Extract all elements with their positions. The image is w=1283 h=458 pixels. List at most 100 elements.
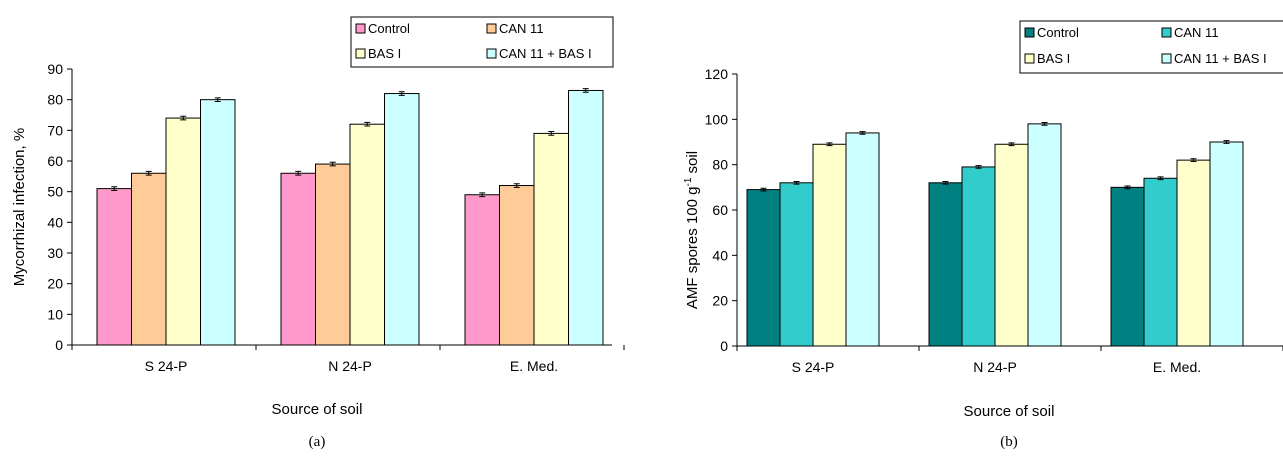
error-bar <box>826 142 833 147</box>
chart-a-x-ticks: S 24-P N 24-P E. Med. <box>71 345 625 374</box>
legend-label: CAN 11 + BAS I <box>1174 51 1267 66</box>
error-bar <box>145 170 152 176</box>
chart-a-caption: (a) <box>309 434 326 450</box>
chart-b-y-axis-label: AMF spores 100 g-1 soil <box>683 151 701 309</box>
error-bar <box>582 88 589 93</box>
bar-b-can-11-2 <box>961 166 996 347</box>
error-bar <box>760 187 767 192</box>
bar-a-can-11-bas-i-3 <box>568 89 604 346</box>
error-bar <box>1223 140 1230 144</box>
error-bar <box>364 121 371 127</box>
y-tick-label: 50 <box>47 184 63 200</box>
y-tick-label: 40 <box>47 214 63 230</box>
legend-swatch <box>486 23 497 34</box>
y-tick-label: 80 <box>712 157 728 173</box>
error-bar <box>942 180 949 185</box>
error-bar <box>398 91 405 96</box>
error-bar <box>1124 185 1131 190</box>
legend-swatch <box>1161 27 1172 38</box>
bar-a-bas-i-3 <box>533 132 569 346</box>
chart-b-legend: Control CAN 11 BAS I CAN 11 + BAS I <box>1019 20 1283 74</box>
error-bar <box>513 183 520 188</box>
legend-swatch <box>1161 53 1172 64</box>
chart-a-bars <box>96 89 604 346</box>
chart-b-y-axis-label-main: AMF spores 100 g <box>684 187 701 310</box>
chart-b-bars <box>746 123 1244 347</box>
legend-label: Control <box>368 21 410 36</box>
bar-b-bas-i-1 <box>812 143 847 347</box>
bar-a-can-11-1 <box>131 172 167 346</box>
legend-swatch <box>355 23 366 34</box>
chart-b-caption: (b) <box>1000 434 1018 450</box>
chart-b-y-axis-label-suffix: soil <box>684 151 701 178</box>
chart-b-y-ticks: 0 20 40 60 80 100 120 <box>705 66 737 354</box>
chart-a-y-ticks: 0 10 20 30 40 50 60 70 80 90 <box>47 61 72 353</box>
legend-label: BAS I <box>368 46 401 61</box>
y-tick-label: 60 <box>47 153 63 169</box>
y-tick-label: 20 <box>47 276 63 292</box>
error-bar <box>548 131 555 136</box>
bar-b-bas-i-3 <box>1176 159 1211 347</box>
bar-a-can-11-bas-i-2 <box>384 93 420 346</box>
chart-b: 0 20 40 60 80 100 120 S 24-P N 24-P E. Med. AMF … <box>683 20 1283 450</box>
y-tick-label: 90 <box>47 61 63 77</box>
chart-a-error-bars <box>111 88 589 198</box>
x-tick-label: N 24-P <box>973 359 1017 375</box>
error-bar <box>329 161 336 167</box>
chart-b-y-axis-label-sup: -1 <box>683 177 694 186</box>
chart-a-legend: Control CAN 11 BAS I CAN 11 + BAS I <box>350 16 614 68</box>
chart-b-x-axis-label: Source of soil <box>964 403 1055 420</box>
legend-swatch <box>355 48 366 59</box>
error-bar <box>214 97 221 103</box>
bar-b-bas-i-2 <box>994 143 1029 347</box>
bar-a-bas-i-2 <box>349 123 385 346</box>
x-tick-label: N 24-P <box>328 358 372 374</box>
bar-b-can-11-bas-i-2 <box>1027 123 1062 347</box>
error-bar <box>479 192 486 198</box>
error-bar <box>1157 176 1164 181</box>
bar-a-can-11-bas-i-1 <box>200 99 236 346</box>
legend-label: Control <box>1037 25 1079 40</box>
chart-a-axes <box>71 69 612 346</box>
legend-label: CAN 11 + BAS I <box>499 46 592 61</box>
chart-a-y-axis-label: Mycorrhizal infection, % <box>11 128 28 286</box>
x-tick-label: S 24-P <box>792 359 835 375</box>
y-tick-label: 70 <box>47 122 63 138</box>
bar-a-control-3 <box>464 194 500 346</box>
chart-b-error-bars <box>760 122 1230 192</box>
legend-box <box>1019 20 1283 74</box>
y-tick-label: 30 <box>47 245 63 261</box>
y-tick-label: 0 <box>55 337 63 353</box>
bar-a-can-11-3 <box>499 185 535 346</box>
bar-b-control-1 <box>746 189 781 347</box>
bar-a-can-11-2 <box>315 163 351 346</box>
error-bar <box>793 180 800 185</box>
legend-label: BAS I <box>1037 51 1070 66</box>
chart-b-x-ticks: S 24-P N 24-P E. Med. <box>736 346 1283 375</box>
error-bar <box>295 170 302 176</box>
bar-b-can-11-bas-i-3 <box>1209 141 1244 347</box>
x-tick-label: S 24-P <box>145 358 188 374</box>
error-bar <box>1041 122 1048 126</box>
error-bar <box>1008 142 1015 147</box>
bar-b-can-11-bas-i-1 <box>845 132 880 347</box>
y-tick-label: 20 <box>712 293 728 309</box>
bar-b-can-11-1 <box>779 182 814 347</box>
bar-b-can-11-3 <box>1143 177 1178 347</box>
bar-b-control-2 <box>928 182 963 347</box>
legend-label: CAN 11 <box>499 21 544 36</box>
y-tick-label: 40 <box>712 247 728 263</box>
legend-box <box>350 16 614 68</box>
y-tick-label: 100 <box>705 111 729 127</box>
error-bar <box>180 115 187 121</box>
x-tick-label: E. Med. <box>1153 359 1201 375</box>
error-bar <box>1190 158 1197 162</box>
y-tick-label: 10 <box>47 306 63 322</box>
bar-a-bas-i-1 <box>165 117 201 346</box>
legend-swatch <box>486 48 497 59</box>
y-tick-label: 80 <box>47 92 63 108</box>
error-bar <box>975 165 982 169</box>
bar-a-control-1 <box>96 188 132 346</box>
